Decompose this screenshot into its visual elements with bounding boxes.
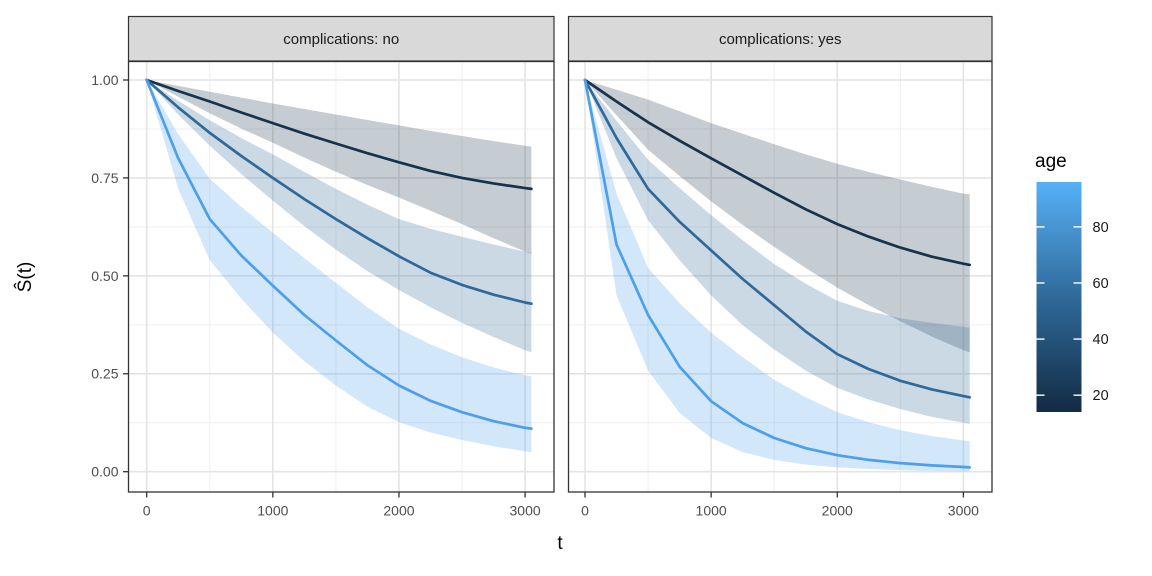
x-tick-label: 0 — [581, 502, 589, 518]
x-tick-label: 2000 — [822, 502, 853, 518]
facet-strip-no: complications: no — [127, 15, 555, 62]
legend-tick-label: 60 — [1093, 276, 1109, 292]
survival-curve-20 — [583, 78, 972, 267]
panel-right: 0 1000 2000 3000 — [567, 60, 993, 518]
legend-age: age 80 60 40 20 — [1035, 151, 1109, 412]
confidence-ribbon-20 — [146, 80, 532, 254]
confidence-ribbon-80 — [146, 80, 532, 453]
facet-strip-yes: complications: yes — [567, 15, 993, 62]
legend-tick-label: 80 — [1093, 220, 1109, 236]
legend-title: age — [1035, 151, 1067, 172]
legend-tick-label: 40 — [1093, 332, 1109, 348]
legend-ticks: 80 60 40 20 — [1036, 220, 1109, 404]
legend-tick-label: 20 — [1093, 388, 1109, 404]
facet-strip-box — [567, 15, 993, 62]
panel-background — [568, 61, 992, 492]
panel-background — [128, 61, 554, 492]
confidence-ribbon-80 — [585, 80, 970, 472]
facet-strip-box — [127, 15, 555, 62]
survival-curve-50 — [145, 78, 533, 306]
x-tick-label: 1000 — [257, 502, 288, 518]
x-tick-label: 3000 — [510, 502, 541, 518]
survival-curve-80 — [583, 78, 972, 469]
legend-colorbar — [1036, 182, 1082, 412]
panel-left: 0 1000 2000 3000 1.00 0.75 0.50 0.25 0.00 — [91, 60, 555, 518]
survival-curve-50 — [583, 78, 972, 399]
x-tick-label: 2000 — [383, 502, 414, 518]
x-tick-label: 1000 — [696, 502, 727, 518]
y-tick-label: 0.00 — [91, 464, 118, 480]
y-tick-label: 0.50 — [91, 268, 118, 284]
panels-layer: 0 1000 2000 3000 1.00 0.75 0.50 0.25 0.00 0 1000 20… — [91, 60, 993, 518]
x-tick-label: 3000 — [948, 502, 979, 518]
y-tick-label: 0.25 — [91, 366, 118, 382]
y-tick-label: 1.00 — [91, 72, 118, 88]
x-axis-title: t — [557, 533, 563, 554]
survival-curve-20 — [145, 78, 533, 191]
y-tick-label: 0.75 — [91, 170, 118, 186]
y-axis-title: Ŝ(t) — [14, 262, 36, 293]
confidence-ribbon-50 — [146, 80, 532, 353]
survival-curve-80 — [145, 78, 533, 430]
facet-strip-label: complications: no — [283, 31, 399, 48]
x-tick-label: 0 — [143, 502, 151, 518]
confidence-ribbon-50 — [585, 80, 970, 424]
confidence-ribbon-20 — [585, 80, 970, 353]
facet-strip-label: complications: yes — [719, 31, 842, 48]
